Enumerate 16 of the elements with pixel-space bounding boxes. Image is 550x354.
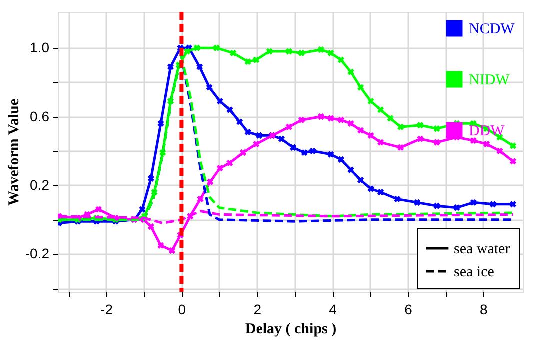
annotation: sea ice <box>454 264 495 280</box>
legend-label: NIDW <box>469 72 511 88</box>
annotation: sea water <box>454 242 510 258</box>
x-tick-label: 8 <box>480 302 488 318</box>
y-tick-label: 0.6 <box>30 108 50 124</box>
x-tick-label: 6 <box>404 302 413 318</box>
x-tick-label: -2 <box>100 302 114 318</box>
y-axis-title: Waveform Value <box>6 98 22 206</box>
x-tick-label: 2 <box>254 302 262 318</box>
x-tick-label: 0 <box>178 302 186 318</box>
x-tick-label: 4 <box>329 302 338 318</box>
legend-label: NCDW <box>469 22 516 38</box>
y-tick-label: 0.2 <box>30 176 50 193</box>
y-tick-label: -0.2 <box>25 246 50 262</box>
x-axis-title: Delay ( chips ) <box>245 322 337 338</box>
y-tick-label: 1.0 <box>30 40 50 56</box>
